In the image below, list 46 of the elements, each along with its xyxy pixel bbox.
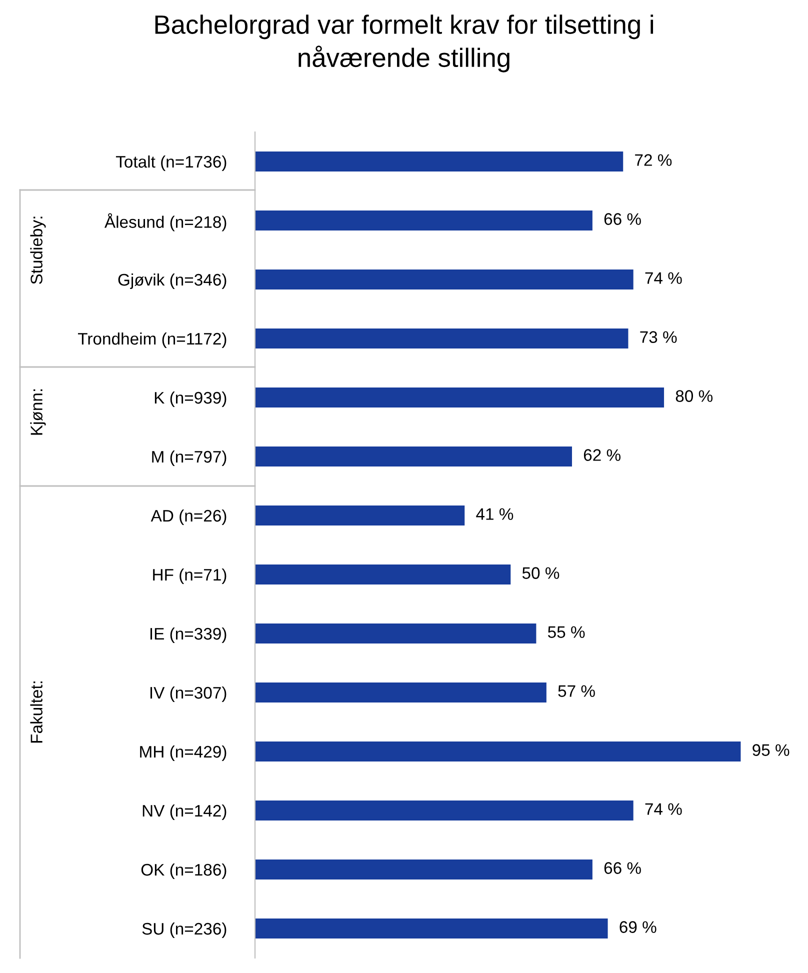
data-label: 62 % — [584, 449, 620, 461]
y-tick-label: Gjøvik (n=346) — [118, 273, 226, 289]
data-label: 80 % — [676, 390, 713, 402]
text: Fakultet: — [30, 682, 42, 743]
bar — [255, 505, 465, 526]
y-tick-label: Totalt (n=1736) — [116, 155, 226, 171]
bar — [255, 210, 592, 231]
y-tick-label: IE (n=339) — [150, 627, 226, 643]
bar — [255, 564, 511, 585]
data-label: 72 % — [635, 154, 672, 166]
y-tick-label: M (n=797) — [152, 450, 226, 466]
bar — [255, 682, 546, 703]
y-tick-label: Ålesund (n=218) — [104, 213, 226, 232]
y-tick-label: AD (n=26) — [150, 509, 226, 525]
data-label: 66 % — [604, 213, 641, 225]
y-tick-label: OK (n=186) — [141, 863, 226, 879]
bar — [255, 741, 741, 762]
text: Studieby: — [30, 216, 46, 284]
bar — [255, 387, 664, 408]
y-tick-label: NV (n=142) — [142, 804, 226, 820]
bar — [255, 446, 572, 467]
y-tick-label: MH (n=429) — [140, 745, 226, 761]
data-label: 73 % — [640, 331, 677, 343]
data-label: 50 % — [522, 567, 560, 579]
y-tick-label: HF (n=71) — [153, 568, 226, 584]
y-tick-label: SU (n=236) — [142, 922, 226, 938]
bar — [255, 918, 608, 939]
y-tick-label: K (n=939) — [154, 391, 226, 407]
bar — [255, 151, 624, 172]
data-label: 74 % — [645, 272, 682, 284]
bar — [255, 328, 628, 349]
bar — [255, 859, 592, 880]
data-label: 95 % — [752, 744, 790, 756]
text: Kjønn: — [30, 389, 46, 435]
bar — [255, 623, 536, 644]
bar — [255, 269, 634, 290]
y-tick-label: Trondheim (n=1172) — [78, 332, 226, 348]
data-label: 66 % — [604, 862, 641, 874]
data-label: 74 % — [645, 803, 682, 815]
data-label: 55 % — [548, 626, 585, 638]
y-tick-label: IV (n=307) — [150, 686, 226, 702]
chart-title: Bachelorgrad var formelt krav for tilsetting i nåværende stilling — [155, 14, 654, 72]
data-label: 41 % — [476, 508, 514, 520]
data-label: 69 % — [620, 921, 656, 933]
bar — [255, 800, 634, 821]
data-label: 57 % — [558, 685, 595, 697]
